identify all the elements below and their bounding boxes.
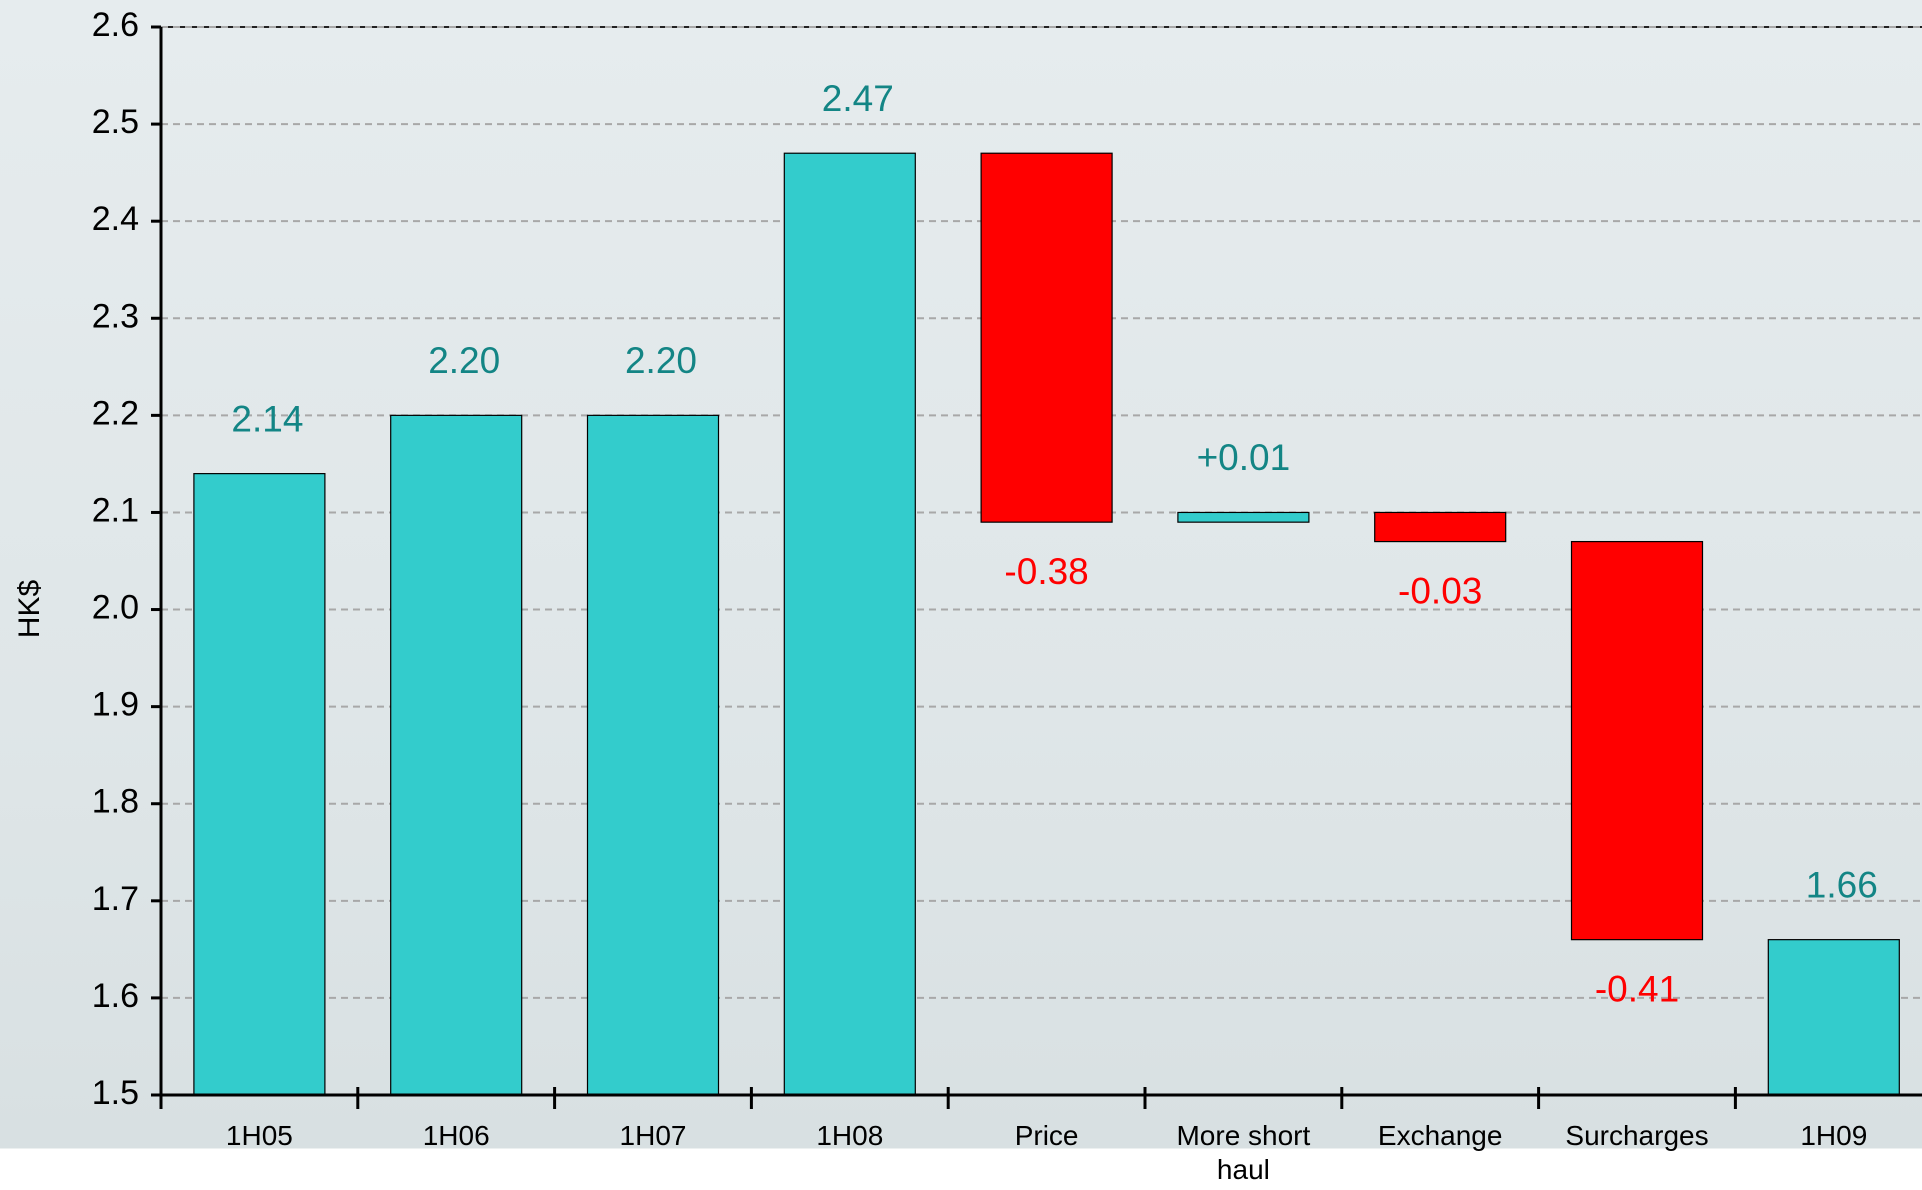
- value-label: 2.14: [231, 398, 303, 439]
- value-label: -0.38: [1004, 551, 1088, 592]
- bar: [1572, 542, 1703, 940]
- y-tick-label: 2.2: [92, 394, 139, 432]
- value-label: 2.20: [625, 340, 697, 381]
- y-tick-label: 1.9: [92, 686, 139, 724]
- x-tick-label: 1H05: [174, 1119, 344, 1153]
- y-tick-label: 2.0: [92, 589, 139, 627]
- x-tick-label: 1H07: [568, 1119, 738, 1153]
- y-tick-label: 2.3: [92, 297, 139, 335]
- y-tick-label: 2.6: [92, 6, 139, 44]
- bar: [1768, 940, 1899, 1095]
- value-label: +0.01: [1197, 437, 1291, 478]
- value-label: 1.66: [1806, 864, 1878, 905]
- bar: [1375, 512, 1506, 541]
- value-label: 2.47: [822, 78, 894, 119]
- chart: HK$ 1.5 1.6 1.7 1.8 1.9 2.0 2.1 2.2 2.3 2.4 2.5 2.6…: [0, 0, 1922, 1190]
- bar: [194, 474, 325, 1095]
- y-tick-label: 1.5: [92, 1074, 139, 1112]
- y-tick-label: 2.5: [92, 103, 139, 141]
- y-tick-label: 1.7: [92, 880, 139, 918]
- y-tick-label: 1.6: [92, 977, 139, 1015]
- value-label: 2.20: [428, 340, 500, 381]
- bar: [784, 153, 915, 1095]
- y-tick-label: 2.1: [92, 491, 139, 529]
- x-tick-label: 1H08: [765, 1119, 935, 1153]
- bar: [391, 415, 522, 1095]
- x-tick-label: Surcharges: [1552, 1119, 1722, 1153]
- x-tick-label: Price: [962, 1119, 1132, 1153]
- y-tick-label: 2.4: [92, 200, 139, 238]
- bar: [588, 415, 719, 1095]
- x-tick-label: More short haul: [1158, 1119, 1328, 1187]
- x-tick-label: 1H09: [1749, 1119, 1919, 1153]
- value-label: -0.41: [1595, 968, 1679, 1009]
- value-label: -0.03: [1398, 570, 1482, 611]
- x-tick-label: 1H06: [371, 1119, 541, 1153]
- bar: [1178, 512, 1309, 522]
- y-axis-label: HK$: [13, 580, 46, 639]
- bar: [981, 153, 1112, 522]
- x-tick-label: Exchange: [1355, 1119, 1525, 1153]
- page: HK$ 1.5 1.6 1.7 1.8 1.9 2.0 2.1 2.2 2.3 2.4 2.5 2.6…: [0, 0, 1922, 1190]
- y-tick-label: 1.8: [92, 783, 139, 821]
